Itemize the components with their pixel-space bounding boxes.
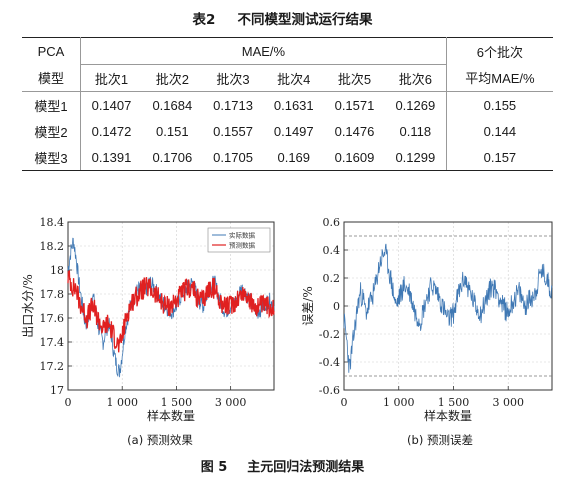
series-group: [67, 237, 275, 378]
grid-lines: [343, 221, 552, 391]
table-header-row-1: PCA MAE/% 6个批次: [22, 37, 553, 65]
legend-label-actual: 实际数据: [229, 231, 256, 240]
header-model: 模型: [22, 64, 81, 92]
table-cell: 0.169: [263, 144, 325, 171]
table-cell-average: 0.155: [483, 97, 517, 113]
table-caption: 表2 不同模型测试运行结果: [0, 8, 565, 28]
x-tick-label: 1 500: [161, 396, 193, 409]
table-cell: 0.1497: [273, 123, 314, 139]
y-tick-label: 0.4: [323, 244, 341, 257]
legend-label-predicted: 预测数据: [229, 241, 256, 250]
y-tick-label: -0.6: [319, 384, 340, 397]
axis-ticks: 17 17.2 17.4 17.6 17.8 18 18.2 18.4 0 1 000 1 500 3…: [40, 216, 247, 409]
table-caption-number: 表2: [192, 12, 216, 28]
x-tick-label: 1 500: [438, 396, 470, 409]
table-cell: 0.1476: [334, 123, 375, 139]
plot-frame: [67, 221, 275, 391]
table-cell: 0.1391: [80, 144, 142, 171]
header-mae: MAE/%: [80, 37, 447, 65]
table-header-row-2: 模型 批次1 批次2 批次3 批次4 批次5 批次6 平均MAE/%: [22, 64, 553, 92]
legend: 实际数据 预测数据: [207, 227, 271, 253]
x-tick-label: 1 000: [383, 396, 415, 409]
table-cell-average: 0.144: [483, 123, 517, 139]
prediction-effect-chart: 17 17.2 17.4 17.6 17.8 18 18.2 18.4 0 1 000 1 500 3…: [21, 216, 275, 423]
y-tick-label: 0: [333, 300, 340, 313]
table-cell: 0.1472: [91, 123, 132, 139]
figure-caption: 图 5 主元回归法预测结果: [0, 456, 565, 475]
y-axis-label: 出口水分/%: [21, 274, 35, 337]
header-batch-4: 批次4: [263, 64, 325, 92]
x-tick-label: 0: [341, 396, 348, 409]
table-row: 模型3 0.1391 0.1706 0.1705 0.169 0.1609 0.…: [22, 144, 553, 171]
table-cell: 0.1269: [384, 91, 447, 118]
row-model-label: 模型1: [22, 91, 81, 118]
row-model-label: 模型3: [22, 144, 81, 171]
x-tick-label: 3 000: [215, 396, 247, 409]
header-batch-1: 批次1: [80, 64, 142, 92]
row-model-label: 模型2: [22, 118, 81, 144]
x-tick-label: 3 000: [492, 396, 524, 409]
table-cell: 0.1571: [334, 97, 375, 113]
y-tick-label: 18: [50, 264, 64, 277]
figure-caption-title: 主元回归法预测结果: [247, 460, 365, 475]
table-cell: 0.1684: [152, 97, 193, 113]
y-tick-label: 17: [50, 384, 64, 397]
table-cell: 0.1299: [384, 144, 447, 171]
table-cell: 0.1557: [213, 123, 253, 139]
table-cell: 0.1609: [324, 144, 385, 171]
y-tick-label: 17.4: [40, 336, 65, 349]
y-tick-label: 17.2: [40, 360, 65, 373]
results-table: PCA MAE/% 6个批次 模型 批次1 批次2 批次3 批次4 批次5 批次…: [22, 37, 553, 171]
header-batch-5: 批次5: [324, 64, 385, 92]
header-batch-6: 批次6: [384, 64, 447, 92]
y-tick-label: 18.4: [40, 216, 65, 229]
header-average-mae: 平均MAE/%: [446, 64, 553, 92]
series-line: [67, 270, 275, 353]
table-cell: 0.1713: [213, 97, 253, 113]
y-tick-label: 17.8: [40, 288, 65, 301]
table-cell: 0.1407: [91, 97, 132, 113]
y-tick-label: 0.6: [323, 216, 341, 229]
series-line: [343, 243, 553, 373]
header-pca: PCA: [22, 37, 81, 65]
y-tick-label: 17.6: [40, 312, 65, 325]
table-cell: 0.118: [384, 118, 447, 144]
header-batch-3: 批次3: [202, 64, 264, 92]
table-row: 模型2 0.1472 0.151 0.1557 0.1497 0.1476 0.…: [22, 118, 553, 144]
y-tick-label: 18.2: [40, 240, 65, 253]
x-axis-label: 样本数量: [147, 408, 195, 423]
header-batch-2: 批次2: [141, 64, 203, 92]
x-tick-label: 1 000: [106, 396, 138, 409]
legend-box: [207, 227, 271, 253]
table-cell: 0.1631: [273, 97, 314, 113]
figure-caption-number: 图 5: [200, 460, 228, 475]
y-tick-label: 0.2: [323, 272, 341, 285]
series-line: [67, 237, 275, 378]
subcaption-a: (a) 预测效果: [127, 433, 193, 447]
axis-ticks: -0.6 -0.4 -0.2 0 0.2 0.4 0.6 0 1 000 1 500 3 000: [319, 216, 524, 409]
table-cell: 0.1706: [141, 144, 203, 171]
table-caption-title: 不同模型测试运行结果: [237, 12, 373, 28]
prediction-error-chart: -0.6 -0.4 -0.2 0 0.2 0.4 0.6 0 1 000 1 500 3 000 样…: [301, 216, 553, 423]
y-tick-label: -0.2: [319, 328, 340, 341]
y-tick-label: -0.4: [319, 356, 340, 369]
header-six-batches: 6个批次: [446, 37, 553, 65]
table-row: 模型1 0.1407 0.1684 0.1713 0.1631 0.1571 0…: [22, 91, 553, 118]
y-axis-label: 误差/%: [301, 286, 315, 325]
table-cell: 0.1705: [202, 144, 264, 171]
x-axis-label: 样本数量: [424, 408, 472, 423]
subcaption-b: (b) 预测误差: [407, 433, 473, 447]
series-group: [343, 243, 553, 373]
x-tick-label: 0: [65, 396, 72, 409]
table-cell-average: 0.157: [446, 144, 553, 171]
table-cell: 0.151: [156, 123, 189, 139]
